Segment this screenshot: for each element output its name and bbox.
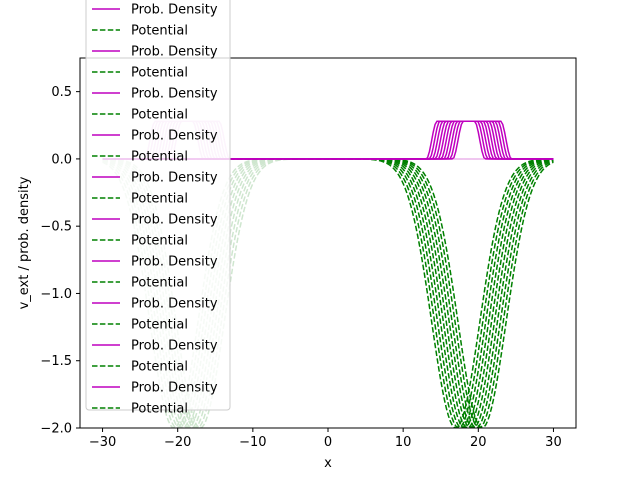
legend-entry-label: Prob. Density <box>131 381 218 396</box>
x-tick-label: 10 <box>395 435 412 450</box>
legend-entry-label: Potential <box>131 234 188 249</box>
legend-entry-label: Prob. Density <box>131 45 218 60</box>
x-tick-label: −10 <box>239 435 266 450</box>
legend-entry-label: Prob. Density <box>131 129 218 144</box>
x-tick-label: −30 <box>89 435 116 450</box>
y-tick-label: 0.5 <box>51 85 72 100</box>
y-tick-label: −0.5 <box>40 220 72 235</box>
legend-entry-label: Potential <box>131 192 188 207</box>
legend-entry-label: Prob. Density <box>131 213 218 228</box>
x-tick-label: 0 <box>324 435 332 450</box>
legend-entry-label: Prob. Density <box>131 297 218 312</box>
legend-entry-label: Potential <box>131 318 188 333</box>
y-tick-label: 0.0 <box>51 152 72 167</box>
x-tick-label: −20 <box>164 435 191 450</box>
legend-box <box>85 0 231 411</box>
legend-entry-label: Potential <box>131 276 188 291</box>
y-axis-label: v_ext / prob. density <box>17 176 32 309</box>
legend-entry-label: Potential <box>131 66 188 81</box>
legend-entry-label: Prob. Density <box>131 255 218 270</box>
legend-entry-label: Prob. Density <box>131 87 218 102</box>
legend-entry-label: Potential <box>131 360 188 375</box>
x-axis-label: x <box>324 456 332 471</box>
legend-entry-label: Potential <box>131 108 188 123</box>
legend-entry-label: Potential <box>131 150 188 165</box>
x-axis: −30 −20 −10 0 10 20 30 <box>89 428 562 450</box>
legend-entry-label: Prob. Density <box>131 3 218 18</box>
legend-entry-label: Prob. Density <box>131 171 218 186</box>
legend-entry-label: Potential <box>131 402 188 417</box>
y-axis: −2.0 −1.5 −1.0 −0.5 0.0 0.5 <box>40 85 80 437</box>
x-tick-label: 30 <box>545 435 562 450</box>
legend-entry-label: Prob. Density <box>131 339 218 354</box>
y-tick-label: −1.5 <box>40 354 72 369</box>
legend-entry-label: Potential <box>131 24 188 39</box>
y-tick-label: −2.0 <box>40 422 72 437</box>
y-tick-label: −1.0 <box>40 287 72 302</box>
legend: Prob. Density Potential Prob. Density Poten… <box>85 0 231 417</box>
x-tick-label: 20 <box>470 435 487 450</box>
